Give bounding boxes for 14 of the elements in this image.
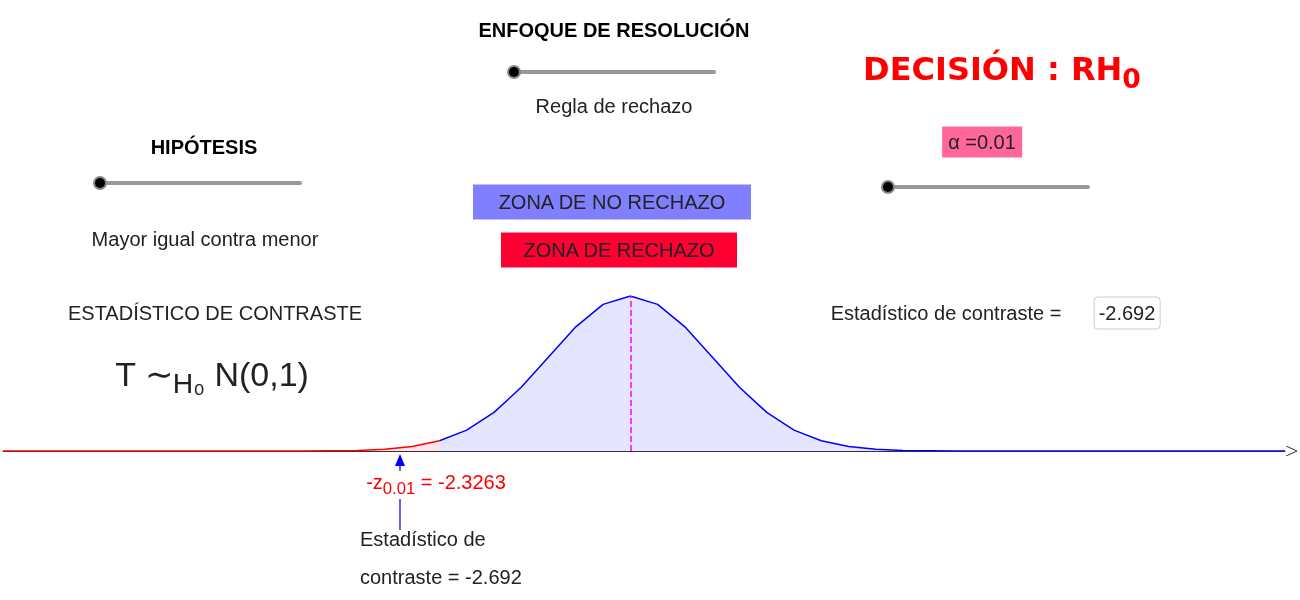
text: ZONA DE NO RECHAZO: [473, 184, 751, 220]
annotation: T ∼$_{H₀}$ N(0,1): [115, 353, 309, 401]
text: Regla de rechazo: [535, 94, 693, 118]
text: Mayor igual contra menor: [91, 227, 319, 251]
text: α =0.01: [942, 126, 1022, 158]
annotation: -2.692: [1093, 296, 1161, 330]
text: DECISIÓN : RH$_{0}$: [863, 50, 1141, 94]
annotation: ESTADÍSTICO DE CONTRASTE: [67, 301, 363, 325]
text: -z$_{0.01}$ = -2.3263: [364, 471, 508, 499]
annotation: Estadístico de contraste =: [830, 301, 1062, 325]
text: Estadístico de contraste = -2.692: [360, 527, 523, 590]
text: HIPÓTESIS: [150, 135, 258, 159]
text: ZONA DE RECHAZO: [501, 232, 737, 268]
text: ENFOQUE DE RESOLUCIÓN: [478, 18, 750, 42]
